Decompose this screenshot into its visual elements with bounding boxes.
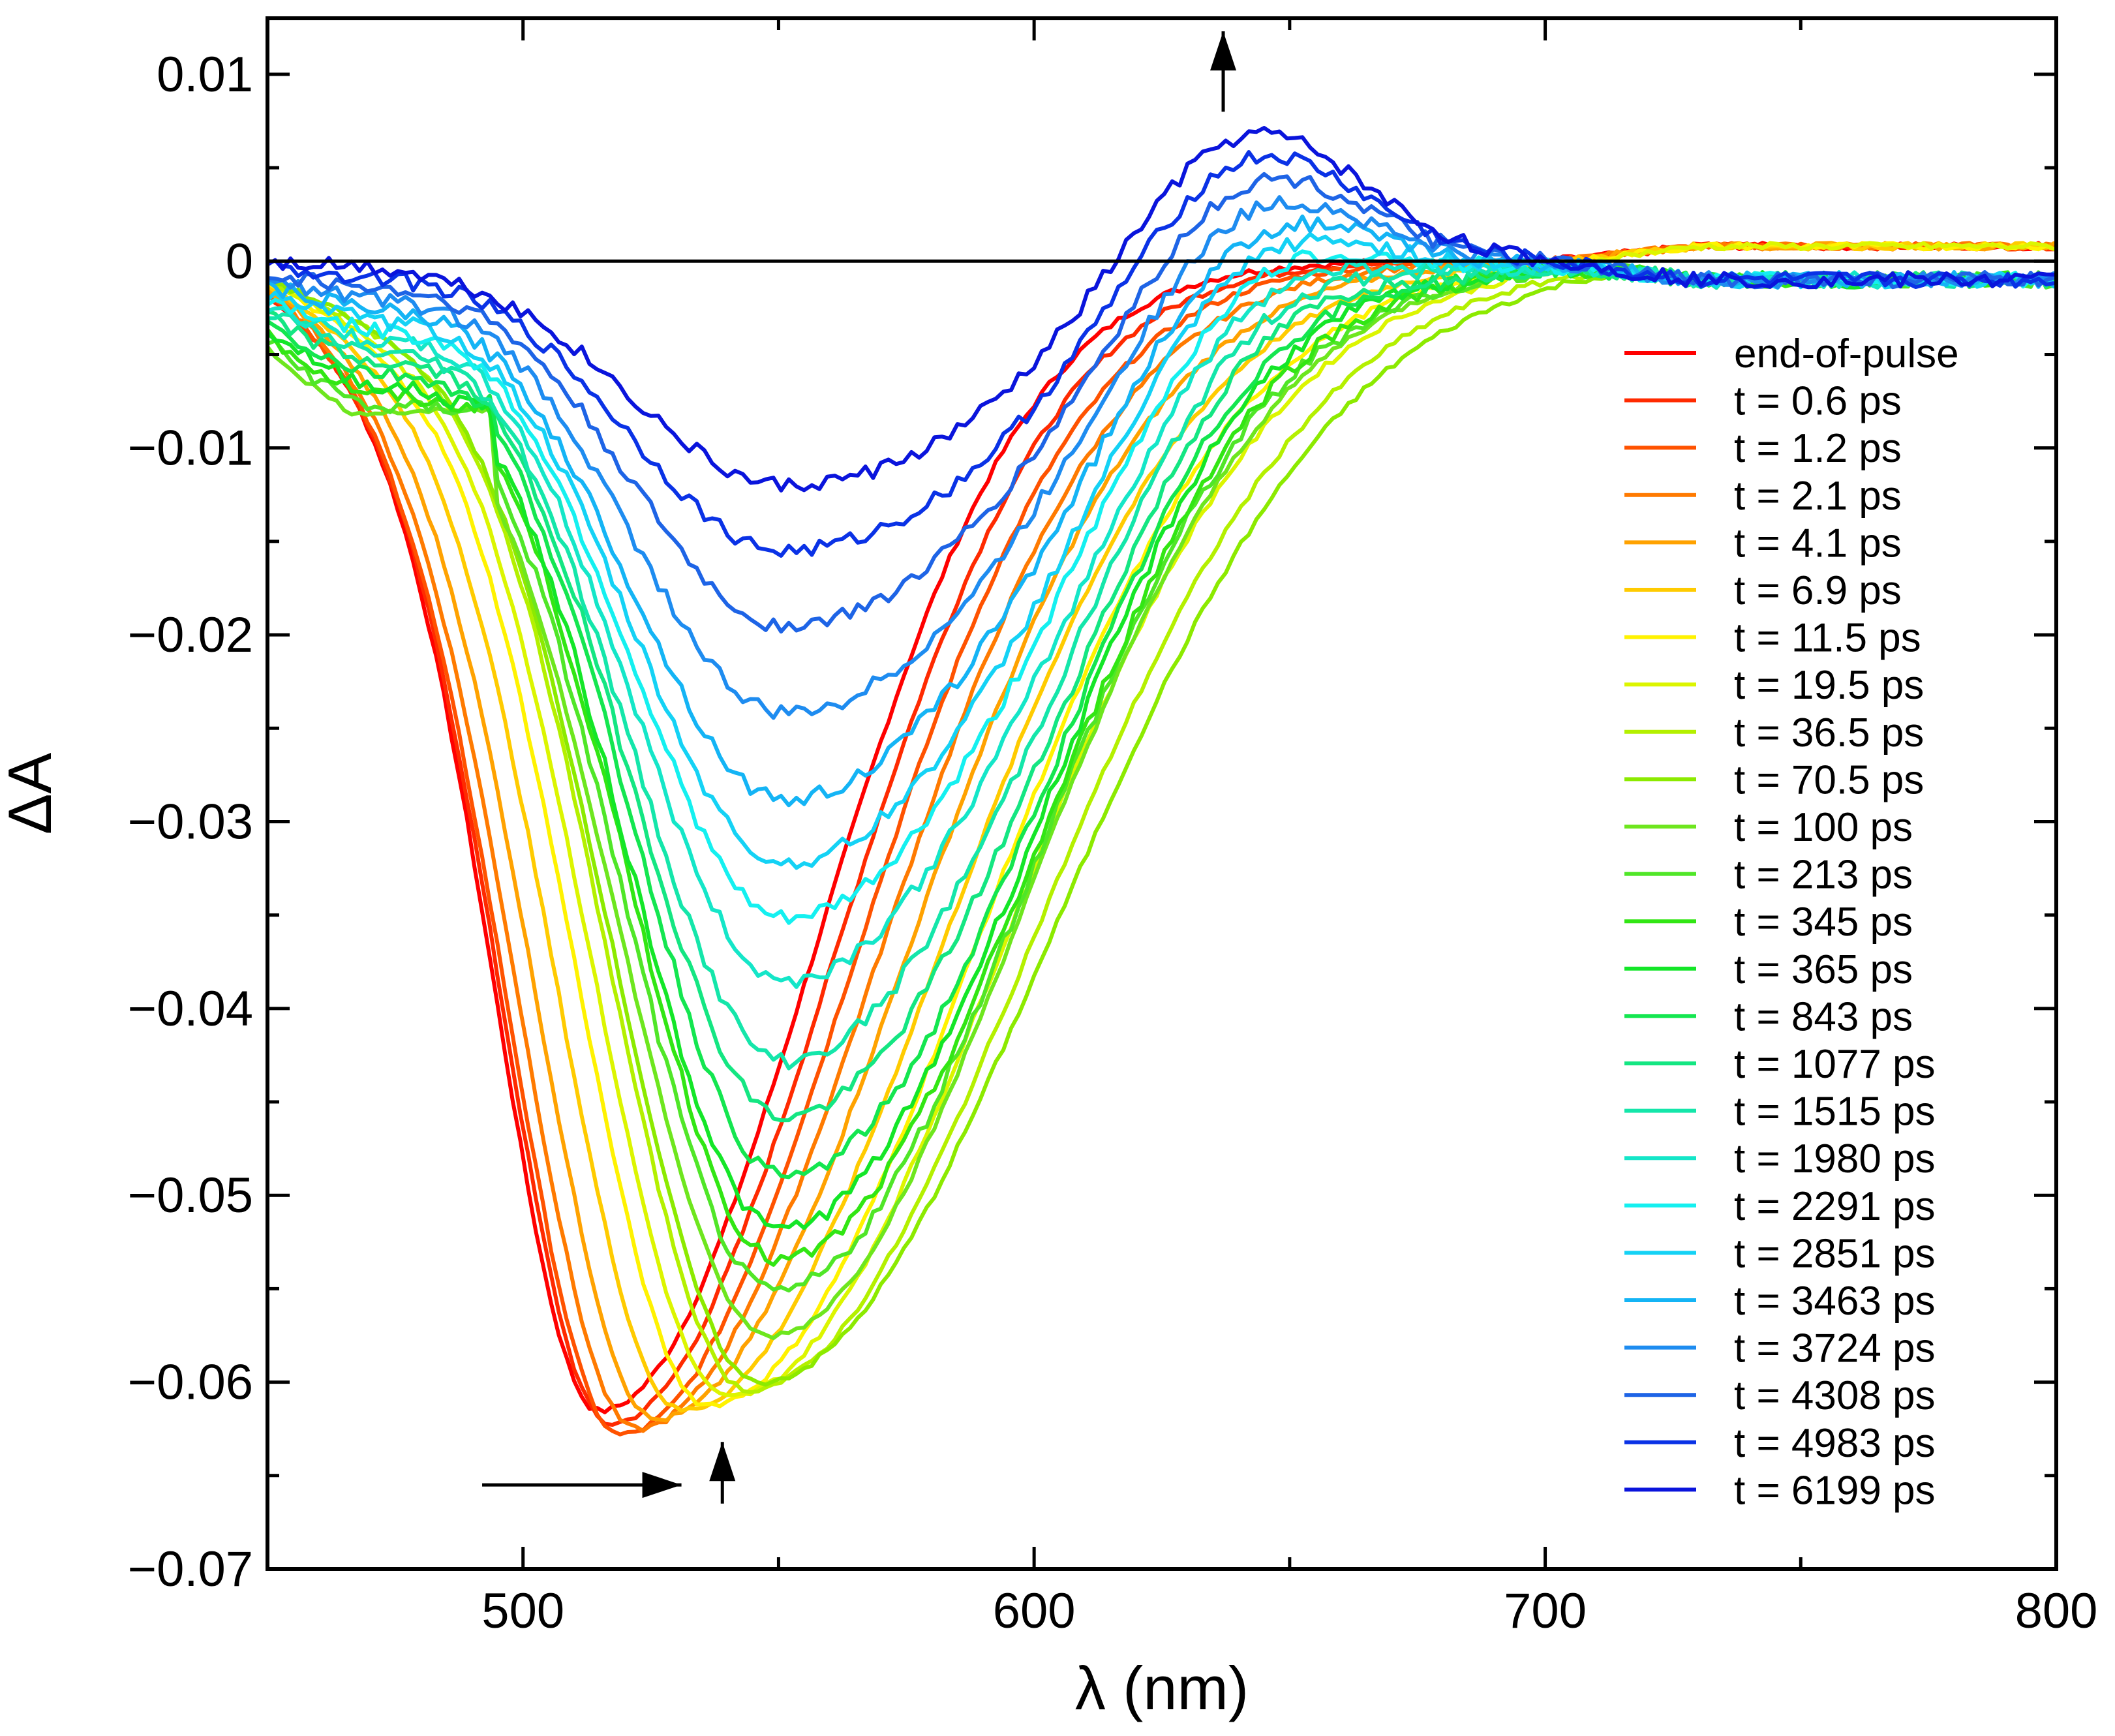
plot-frame <box>266 16 2058 1571</box>
legend-label: t = 19.5 ps <box>1734 663 1924 708</box>
legend-label: t = 11.5 ps <box>1734 616 1921 661</box>
x-tick-label: 500 <box>481 1583 564 1639</box>
annotations <box>482 31 1237 1504</box>
legend-label: t = 36.5 ps <box>1734 710 1924 755</box>
x-axis-label: λ (nm) <box>1075 1654 1249 1722</box>
legend-label: t = 6199 ps <box>1734 1468 1936 1513</box>
y-tick-label: −0.06 <box>128 1355 253 1410</box>
arrow-head <box>642 1472 682 1499</box>
y-tick-label: −0.07 <box>128 1542 253 1597</box>
legend-label: t = 365 ps <box>1734 947 1913 992</box>
arrow-head <box>1210 31 1237 71</box>
series-layer <box>266 126 2056 1437</box>
legend-label: t = 4.1 ps <box>1734 521 1902 566</box>
legend-label: t = 1515 ps <box>1734 1089 1936 1134</box>
x-tick-label: 800 <box>2015 1583 2098 1639</box>
legend-label: t = 213 ps <box>1734 853 1913 898</box>
legend-label: t = 4308 ps <box>1734 1373 1936 1418</box>
legend-label: t = 4983 ps <box>1734 1421 1936 1466</box>
series-line-24 <box>266 150 2056 558</box>
legend-label: end-of-pulse <box>1734 331 1959 376</box>
arrow-head <box>709 1442 736 1482</box>
x-tick-label: 600 <box>993 1583 1076 1639</box>
legend-label: t = 1077 ps <box>1734 1042 1936 1087</box>
legend-label: t = 2.1 ps <box>1734 474 1902 519</box>
series-line-22 <box>266 195 2056 720</box>
legend-label: t = 843 ps <box>1734 994 1913 1039</box>
legend-label: t = 70.5 ps <box>1734 757 1924 802</box>
x-tick-label: 700 <box>1504 1583 1587 1639</box>
legend-label: t = 345 ps <box>1734 900 1913 945</box>
y-axis-ticks: 0.01 0 −0.01 −0.02 −0.03 −0.04 −0.05 −0.06 −0.07 <box>128 47 2056 1597</box>
series-line-20 <box>266 232 2056 870</box>
legend-label: t = 3463 ps <box>1734 1279 1936 1324</box>
legend-label: t = 1980 ps <box>1734 1136 1936 1181</box>
y-axis-label: ΔA <box>0 752 64 834</box>
legend-label: t = 1.2 ps <box>1734 426 1902 471</box>
legend-label: t = 2851 ps <box>1734 1231 1936 1276</box>
y-tick-label: −0.04 <box>128 981 253 1037</box>
legend-label: t = 6.9 ps <box>1734 568 1902 613</box>
y-tick-label: −0.05 <box>128 1168 253 1223</box>
y-tick-label: −0.03 <box>128 794 253 849</box>
legend-label: t = 0.6 ps <box>1734 379 1902 424</box>
y-tick-label: 0 <box>226 234 253 289</box>
x-axis-ticks: 500 600 700 800 <box>266 18 2098 1639</box>
y-tick-label: 0.01 <box>157 47 253 102</box>
series-line-25 <box>266 126 2056 493</box>
y-tick-label: −0.02 <box>128 607 253 663</box>
legend-label: t = 100 ps <box>1734 805 1913 850</box>
legend-label: t = 3724 ps <box>1734 1326 1936 1371</box>
y-tick-label: −0.01 <box>128 421 253 476</box>
legend-label: t = 2291 ps <box>1734 1184 1936 1229</box>
